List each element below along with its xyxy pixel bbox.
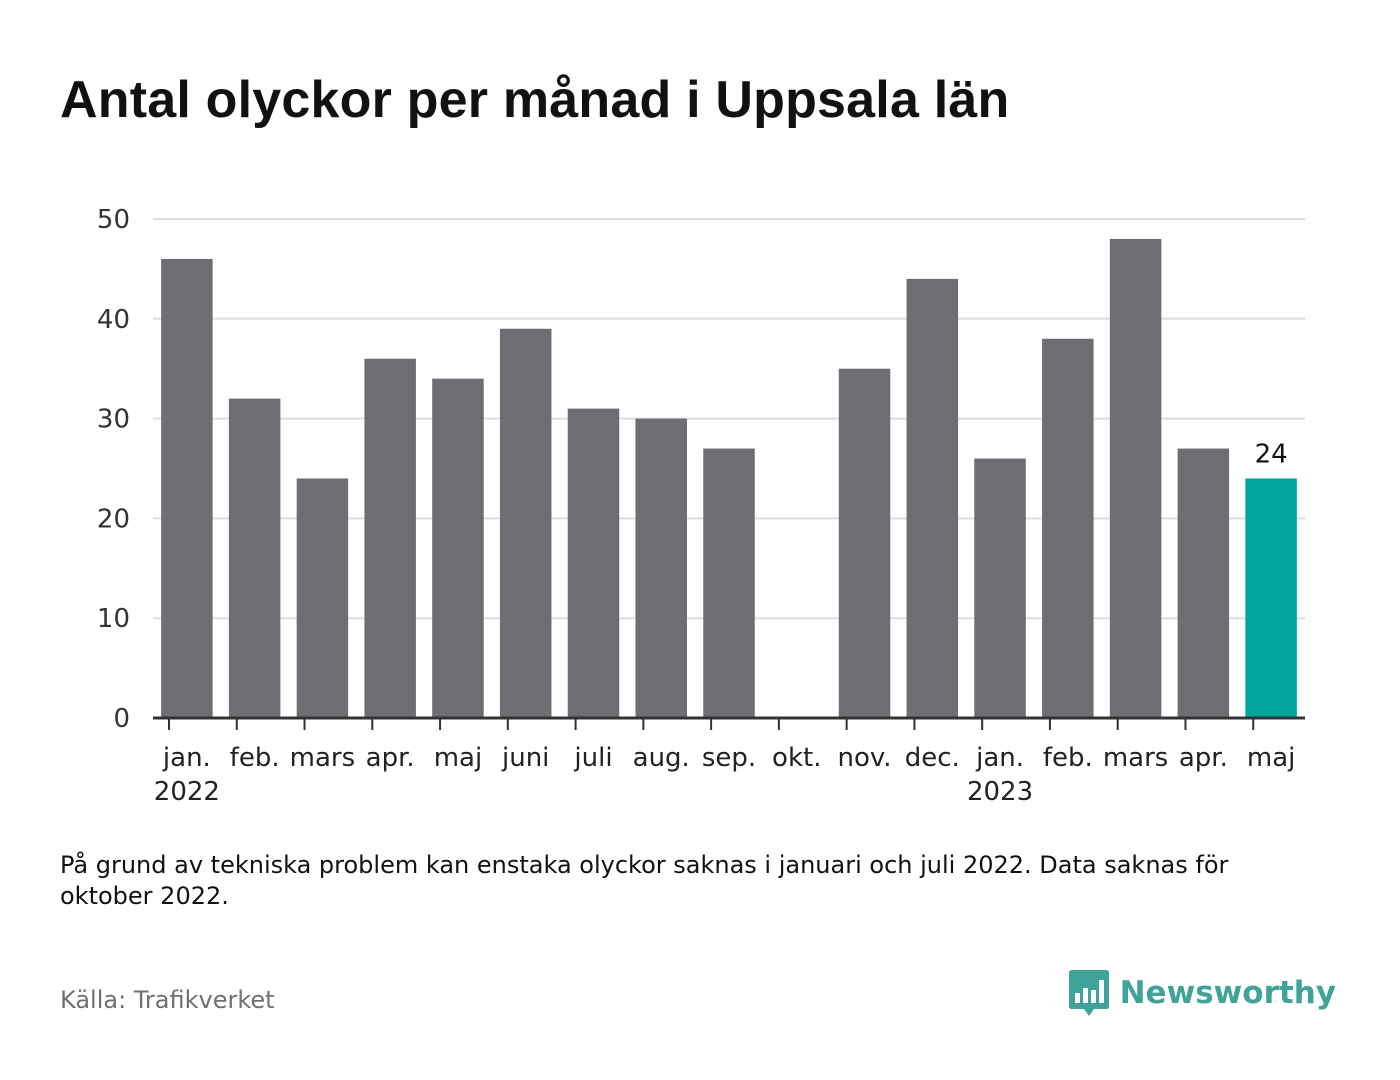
brand-name: Newsworthy [1119,975,1336,1011]
footnote: På grund av tekniska problem kan enstaka… [60,851,1229,910]
bars [161,238,1297,718]
bar [567,408,620,718]
bar [1177,448,1230,718]
x-tick-label: juli [573,743,612,773]
bar [635,418,687,718]
bar [499,328,552,718]
bar [364,358,416,718]
x-tick-label: okt. [772,743,821,773]
source-note: Källa: Trafikverket [60,986,275,1014]
bar [974,458,1026,718]
bar-highlighted [1245,478,1297,718]
bar [838,368,891,718]
x-tick-label: maj [1247,743,1295,773]
x-tick-label: juni [501,743,549,773]
x-tick-label: feb. [1043,743,1093,773]
x-year-label: 2022 [154,777,220,807]
y-axis-tick-labels: 0 10 20 30 40 50 [97,205,130,734]
x-tick-label: aug. [633,743,690,773]
x-tick-label: maj [434,743,482,773]
x-axis-tick-labels: jan. feb. mars apr. maj juni juli aug. sep. okt. n… [154,743,1296,807]
newsworthy-logo-icon [1068,970,1109,1016]
data-label: 24 [1255,439,1288,469]
x-tick-label: jan. [975,743,1024,773]
y-tick-label: 40 [97,305,130,335]
x-tick-label: feb. [230,743,280,773]
x-tick-label: sep. [702,743,756,773]
chart-title: Antal olyckor per månad i Uppsala län [60,71,1010,129]
bar [703,448,755,718]
x-axis [153,716,1305,730]
y-tick-label: 0 [113,704,130,734]
x-tick-label: jan. [162,743,211,773]
x-tick-label: apr. [366,743,415,773]
x-year-label: 2023 [967,777,1033,807]
bar [1109,238,1162,718]
y-tick-label: 10 [97,604,130,634]
bar [1042,338,1094,718]
bar [906,278,959,718]
bar [228,398,281,718]
bar [161,258,213,718]
bar [432,378,484,718]
brand-logo: Newsworthy [1068,968,1336,1018]
x-tick-label: apr. [1179,743,1228,773]
y-tick-label: 50 [97,205,130,235]
y-tick-label: 30 [97,405,130,435]
x-tick-label: mars [1103,743,1169,773]
y-tick-label: 20 [97,504,130,534]
x-tick-label: nov. [838,743,892,773]
data-labels: 24 [1255,439,1288,469]
x-tick-label: dec. [905,743,960,773]
x-tick-label: mars [290,743,356,773]
bar [296,478,349,718]
